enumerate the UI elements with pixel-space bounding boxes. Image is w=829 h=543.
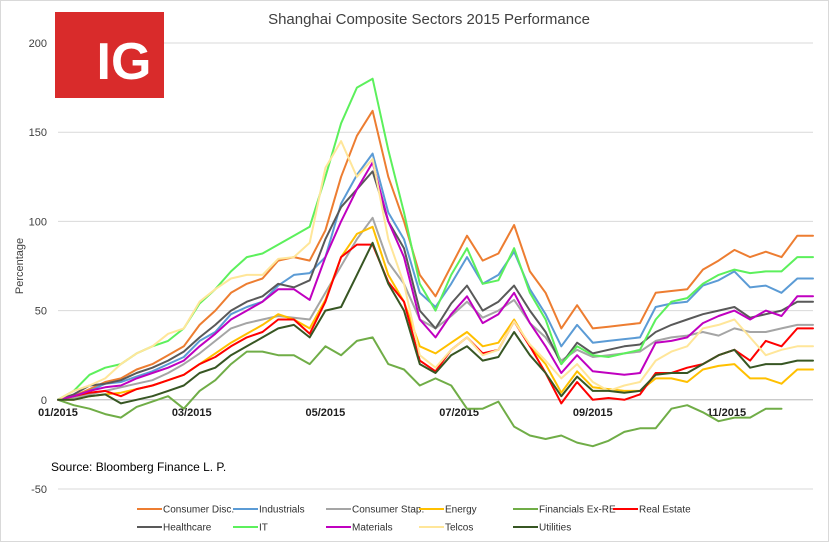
y-axis-ticks: -50 0 50 100 150 200	[29, 38, 47, 496]
y-axis-label: Percentage	[14, 238, 26, 294]
legend-label-consumer-disc: Consumer Disc.	[163, 505, 234, 516]
x-tick-label: 05/2015	[306, 407, 346, 419]
x-tick-label: 03/2015	[172, 407, 212, 419]
source-note: Source: Bloomberg Finance L. P.	[51, 460, 226, 474]
x-axis-ticks: 01/2015 03/2015 05/2015 07/2015 09/2015 11/20…	[38, 407, 746, 419]
legend-label-materials: Materials	[352, 523, 393, 534]
y-tick-label: -50	[31, 484, 47, 496]
x-tick-label: 11/2015	[707, 407, 746, 419]
series-line-it	[57, 77, 814, 401]
x-tick-label: 09/2015	[573, 407, 613, 419]
x-tick-label: 01/2015	[38, 407, 78, 419]
gridlines	[58, 42, 813, 490]
series-line-healthcare	[57, 170, 814, 401]
series-line-materials	[57, 161, 814, 401]
chart-title: Shanghai Composite Sectors 2015 Performa…	[268, 11, 590, 28]
brand-logo: IG	[55, 12, 164, 98]
y-tick-label: 100	[29, 216, 47, 228]
legend-label-industrials: Industrials	[259, 505, 305, 516]
series-lines	[57, 77, 814, 448]
y-tick-label: 150	[29, 127, 47, 139]
legend-label-it: IT	[259, 523, 268, 534]
legend-label-telcos: Telcos	[445, 523, 473, 534]
y-tick-label: 0	[41, 395, 47, 407]
legend-label-utilities: Utilities	[539, 523, 571, 534]
series-line-financials-ex-re	[57, 336, 783, 448]
legend: Consumer Disc. Industrials Consumer Stap. E…	[137, 505, 691, 534]
y-tick-label: 50	[35, 306, 47, 318]
legend-label-energy: Energy	[445, 505, 477, 516]
legend-label-healthcare: Healthcare	[163, 523, 212, 534]
legend-label-financials-ex-re: Financials Ex-RE	[539, 505, 616, 516]
series-line-utilities	[57, 241, 814, 405]
logo-background	[55, 12, 164, 98]
legend-label-real-estate: Real Estate	[639, 505, 691, 516]
series-line-telcos	[57, 140, 814, 401]
series-line-industrials	[57, 152, 814, 401]
y-tick-label: 200	[29, 38, 47, 50]
legend-label-consumer-stap: Consumer Stap.	[352, 505, 424, 516]
x-tick-label: 07/2015	[439, 407, 479, 419]
series-line-real-estate	[57, 243, 814, 405]
logo-text: IG	[97, 33, 152, 91]
series-line-consumer-disc	[57, 109, 814, 401]
